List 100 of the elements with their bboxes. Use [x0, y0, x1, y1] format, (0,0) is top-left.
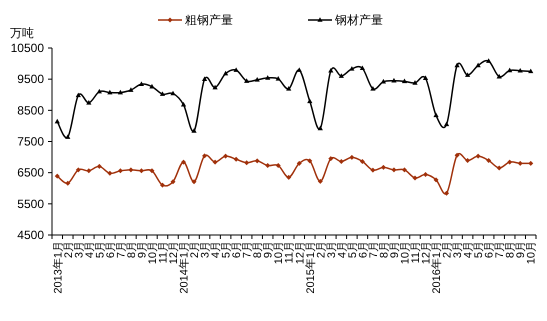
- point: [507, 160, 512, 165]
- x-tick-label: 3月: [73, 241, 86, 258]
- x-tick-label: 10月: [146, 241, 159, 264]
- point: [434, 177, 439, 182]
- point: [328, 68, 334, 73]
- point: [265, 163, 270, 168]
- x-tick-label: 9月: [388, 241, 401, 258]
- point: [528, 68, 534, 74]
- point: [180, 102, 186, 107]
- point: [223, 154, 228, 159]
- point: [380, 164, 386, 170]
- point: [444, 122, 450, 126]
- point: [96, 88, 102, 94]
- point: [296, 160, 302, 166]
- legend-label: 钢材产量: [334, 13, 383, 27]
- point: [254, 158, 260, 164]
- x-tick-label: 2015年1月: [304, 241, 317, 294]
- point: [402, 78, 408, 84]
- point: [181, 160, 186, 165]
- point: [192, 179, 197, 184]
- point: [318, 126, 323, 130]
- point: [65, 134, 70, 139]
- point: [54, 118, 60, 124]
- point: [402, 167, 407, 172]
- point: [202, 76, 208, 81]
- point: [160, 182, 165, 188]
- x-tick-label: 10月: [273, 241, 286, 264]
- point: [391, 78, 397, 83]
- x-tick-label: 2013年1月: [52, 241, 64, 294]
- point: [496, 74, 502, 78]
- x-tick-label: 8月: [504, 241, 517, 258]
- x-tick-label: 8月: [252, 241, 264, 258]
- x-tick-label: 2016年1月: [431, 241, 444, 294]
- point: [170, 179, 176, 184]
- point: [212, 84, 218, 90]
- x-tick-label: 2月: [62, 241, 75, 258]
- point: [212, 160, 218, 165]
- point: [276, 76, 281, 81]
- x-tick-label: 8月: [126, 241, 138, 258]
- point: [107, 170, 112, 176]
- x-tick-label: 9月: [515, 241, 528, 258]
- point: [318, 178, 323, 184]
- point: [486, 58, 492, 63]
- x-tick-label: 4月: [210, 241, 222, 258]
- point: [244, 160, 250, 166]
- point: [76, 167, 81, 172]
- x-tick-label: 7月: [368, 241, 380, 258]
- point: [202, 153, 208, 158]
- y-tick-label: 10500: [10, 41, 44, 55]
- x-tick-label: 6月: [357, 241, 370, 258]
- point: [518, 160, 523, 166]
- x-tick-label: 12月: [294, 241, 306, 264]
- point: [65, 180, 70, 186]
- y-tick-label: 8500: [17, 103, 44, 118]
- point: [360, 65, 365, 70]
- y-tick-label: 9500: [17, 72, 44, 86]
- x-tick-label: 3月: [452, 241, 464, 258]
- x-tick-label: 10月: [526, 241, 538, 264]
- point: [191, 128, 197, 133]
- legend-label: 粗钢产量: [185, 13, 233, 27]
- point: [128, 167, 134, 172]
- point: [412, 175, 418, 180]
- point: [486, 158, 492, 164]
- point: [54, 174, 60, 179]
- y-tick-label: 5500: [17, 196, 44, 211]
- y-tick-label: 6500: [17, 166, 44, 180]
- point: [476, 62, 481, 68]
- x-tick-label: 7月: [494, 241, 506, 258]
- point: [338, 73, 344, 78]
- x-tick-label: 5月: [220, 241, 233, 258]
- point: [149, 168, 154, 174]
- point: [286, 86, 292, 91]
- point: [412, 80, 418, 85]
- x-tick-label: 2014年1月: [178, 241, 191, 294]
- point: [507, 68, 512, 72]
- point: [234, 156, 239, 162]
- point: [138, 81, 144, 86]
- x-tick-label: 6月: [104, 241, 117, 258]
- point: [423, 172, 428, 178]
- point: [444, 190, 450, 196]
- y-tick-label: 4500: [17, 228, 44, 242]
- x-tick-label: 8月: [378, 241, 390, 258]
- point: [370, 86, 376, 91]
- point: [454, 152, 460, 158]
- x-tick-label: 4月: [336, 241, 348, 258]
- point: [223, 70, 228, 76]
- x-tick-label: 2月: [442, 241, 454, 258]
- point: [433, 112, 439, 118]
- x-tick-label: 12月: [420, 241, 433, 264]
- x-tick-label: 5月: [94, 241, 106, 258]
- x-tick-label: 11月: [157, 241, 170, 264]
- point: [265, 75, 270, 80]
- x-tick-label: 10月: [399, 241, 412, 264]
- point: [465, 72, 470, 77]
- point: [454, 62, 460, 68]
- point: [307, 98, 312, 104]
- point: [107, 90, 112, 94]
- point: [286, 174, 292, 180]
- point: [307, 158, 312, 164]
- point: [360, 158, 365, 164]
